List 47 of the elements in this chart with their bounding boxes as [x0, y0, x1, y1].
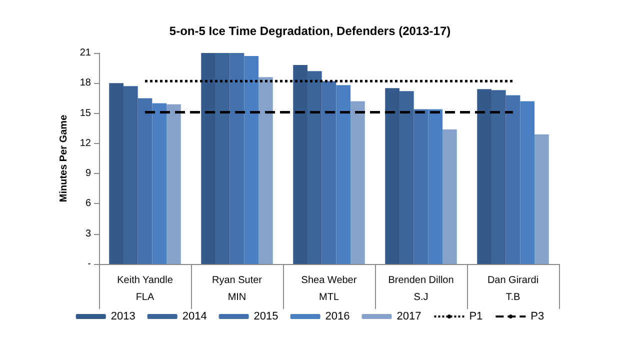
y-tick-label: -: [88, 258, 91, 270]
bar: [230, 53, 244, 264]
bar: [201, 53, 216, 264]
y-tick-label: 6: [85, 198, 92, 210]
bar: [123, 86, 138, 264]
bar: [215, 53, 230, 264]
y-tick-label: 21: [80, 48, 92, 58]
x-tick-label: Shea Weber MTL: [301, 275, 358, 303]
y-axis-title: Minutes Per Game: [58, 114, 70, 202]
bar: [414, 109, 428, 264]
chart-title: 5-on-5 Ice Time Degradation, Defenders (2013-17): [169, 24, 451, 38]
y-tick-label: 12: [80, 138, 92, 149]
bar: [152, 103, 167, 264]
bar: [350, 101, 365, 264]
y-tick-label: 15: [80, 108, 92, 119]
bar: [244, 56, 259, 264]
legend-label: 2016: [325, 310, 350, 322]
legend-label: P1: [469, 310, 483, 322]
y-tick-label: 3: [85, 228, 92, 240]
legend-label: P3: [530, 310, 544, 322]
bar: [534, 134, 549, 264]
x-tick-label: Keith Yandle FLA: [117, 275, 174, 303]
bar: [491, 90, 506, 264]
bar: [322, 81, 336, 264]
legend-label: 2017: [396, 310, 422, 322]
bar: [293, 65, 308, 264]
bar: [336, 85, 351, 264]
bar: [477, 89, 492, 264]
bar: [138, 98, 152, 264]
x-tick-label: Ryan Suter MIN: [212, 275, 263, 303]
x-tick-label: Dan Girardi T.B: [487, 275, 539, 303]
legend-label: 2013: [110, 310, 136, 322]
bar: [520, 101, 535, 264]
legend-label: 2014: [182, 310, 207, 322]
y-tick-label: 9: [85, 168, 92, 180]
bar: [385, 88, 400, 264]
bar: [258, 77, 273, 264]
legend-label: 2015: [254, 310, 278, 322]
bar: [442, 129, 457, 264]
bar: [307, 71, 322, 264]
bar: [109, 83, 124, 264]
bar: [166, 104, 181, 264]
y-tick-label: 18: [80, 78, 92, 89]
bar: [506, 95, 520, 264]
x-tick-label: Brenden Dillon S.J: [388, 275, 454, 303]
bar: [428, 109, 443, 264]
bar: [399, 91, 414, 264]
